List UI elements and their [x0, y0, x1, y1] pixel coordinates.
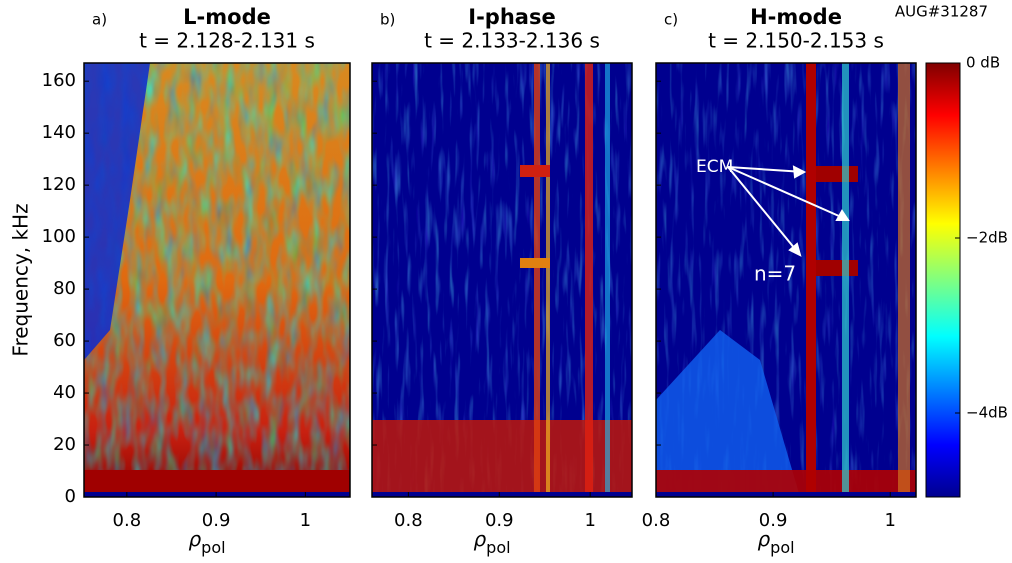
y-tick-label: 100	[42, 226, 76, 247]
panel-label: a)	[92, 11, 107, 29]
x-axis-subscript: pol	[201, 538, 225, 557]
y-tick-label: 120	[42, 174, 76, 195]
panel-subtitle: t = 2.133-2.136 s	[424, 29, 600, 53]
y-axis-label: Frequency, kHz	[9, 203, 33, 356]
x-axis-symbol: ρ	[188, 527, 201, 551]
panel-label: b)	[380, 11, 395, 29]
x-axis-symbol: ρ	[473, 527, 486, 551]
y-tick-label: 140	[42, 122, 76, 143]
ecm-arrows	[727, 165, 850, 257]
x-tick-label: 0.9	[485, 510, 514, 531]
y-tick-label: 80	[53, 278, 76, 299]
x-tick-label: 0.9	[202, 510, 231, 531]
y-tick-label: 40	[53, 382, 76, 403]
x-tick-label: 1	[300, 510, 311, 531]
x-tick-label: 0.8	[642, 510, 671, 531]
y-tick-label: 20	[53, 434, 76, 455]
x-tick-label: 1	[885, 510, 896, 531]
x-tick-label: 1	[584, 510, 595, 531]
x-axis-label: ρpol	[757, 527, 794, 557]
x-tick-label: 0.8	[113, 510, 142, 531]
panel-frame	[371, 62, 633, 498]
panel-frame	[655, 62, 917, 498]
panel-title: H-mode	[750, 5, 842, 29]
colorbar-tick-label: −2dB	[966, 229, 1008, 247]
y-tick-label: 0	[65, 486, 76, 507]
x-tick-label: 0.9	[759, 510, 788, 531]
panel-frame	[83, 62, 351, 498]
spectrogram-c	[656, 63, 916, 497]
x-tick-label: 0.8	[394, 510, 423, 531]
x-axis-subscript: pol	[486, 538, 510, 557]
y-tick-label: 160	[42, 70, 76, 91]
x-axis-subscript: pol	[770, 538, 794, 557]
x-axis-label: ρpol	[473, 527, 510, 557]
panel-label: c)	[664, 11, 678, 29]
x-axis-symbol: ρ	[757, 527, 770, 551]
annotation: n=7	[754, 262, 796, 286]
colorbar-tick-label: −4dB	[966, 404, 1008, 422]
panel-title: L-mode	[183, 5, 271, 29]
panel-subtitle: t = 2.128-2.131 s	[139, 29, 315, 53]
colorbar-tick-label: 0 dB	[966, 54, 1000, 72]
panel-title: I-phase	[468, 5, 555, 29]
spectrogram-a	[84, 63, 350, 497]
annotation: ECM	[696, 157, 733, 177]
y-tick-label: 60	[53, 330, 76, 351]
spectrogram-b	[372, 63, 632, 497]
x-axis-label: ρpol	[188, 527, 225, 557]
shot-label: AUG#31287	[895, 3, 988, 21]
panel-subtitle: t = 2.150-2.153 s	[708, 29, 884, 53]
colorbar	[925, 62, 961, 498]
